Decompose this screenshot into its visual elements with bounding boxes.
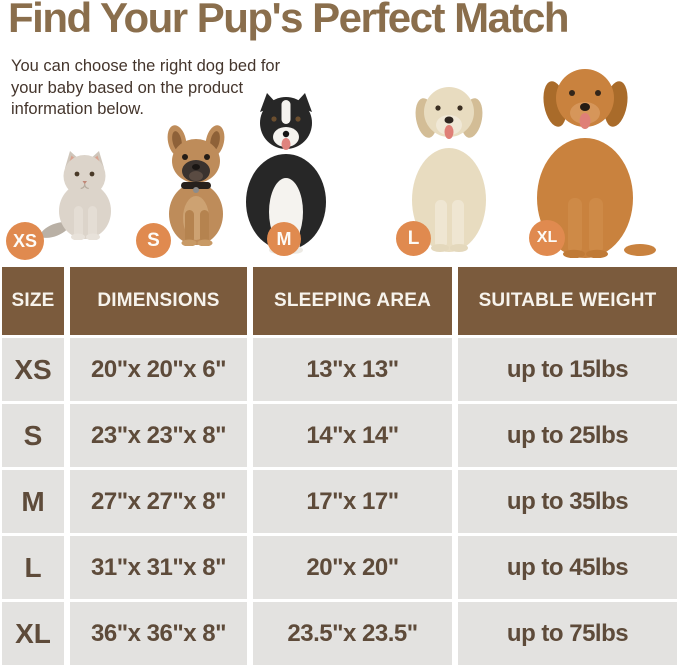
cell-dimensions: 31"x 31"x 8" <box>70 536 247 599</box>
column-header-size: SIZE <box>2 267 64 335</box>
cell-suitable-weight: up to 35lbs <box>458 470 677 533</box>
subtitle-line: information below. <box>11 100 144 118</box>
size-badge-m: M <box>267 222 301 256</box>
cell-sleeping-area: 23.5"x 23.5" <box>253 602 452 665</box>
cell-suitable-weight: up to 25lbs <box>458 404 677 467</box>
cell-sleeping-area: 20"x 20" <box>253 536 452 599</box>
column-header-sleeping-area: SLEEPING AREA <box>253 267 452 335</box>
cat-image <box>40 151 111 240</box>
cell-sleeping-area: 13"x 13" <box>253 338 452 401</box>
golden-retriever-image <box>537 69 656 258</box>
page-subtitle: You can choose the right dog bed for you… <box>11 56 311 121</box>
subtitle-line: your baby based on the product <box>11 78 244 97</box>
size-badge-l: L <box>396 221 431 256</box>
page-title: Find Your Pup's Perfect Match <box>8 0 570 41</box>
size-badge-s: S <box>136 223 171 258</box>
cell-size: XL <box>2 602 64 665</box>
column-header-suitable-weight: SUITABLE WEIGHT <box>458 267 677 335</box>
cell-size: M <box>2 470 64 533</box>
light-golden-retriever-image <box>412 87 486 252</box>
cell-sleeping-area: 17"x 17" <box>253 470 452 533</box>
cell-dimensions: 27"x 27"x 8" <box>70 470 247 533</box>
cell-suitable-weight: up to 15lbs <box>458 338 677 401</box>
cell-dimensions: 20"x 20"x 6" <box>70 338 247 401</box>
size-table: SIZE DIMENSIONS SLEEPING AREA SUITABLE W… <box>2 267 677 665</box>
cell-dimensions: 36"x 36"x 8" <box>70 602 247 665</box>
column-header-dimensions: DIMENSIONS <box>70 267 247 335</box>
subtitle-line: You can choose the right dog bed for <box>11 57 281 75</box>
cell-suitable-weight: up to 75lbs <box>458 602 677 665</box>
animal-lineup: XS S M L XL <box>0 0 679 265</box>
cell-size: XS <box>2 338 64 401</box>
cell-suitable-weight: up to 45lbs <box>458 536 677 599</box>
size-badge-xl: XL <box>529 220 565 256</box>
french-bulldog-image <box>167 125 225 246</box>
cell-size: L <box>2 536 64 599</box>
cell-dimensions: 23"x 23"x 8" <box>70 404 247 467</box>
cell-sleeping-area: 14"x 14" <box>253 404 452 467</box>
size-badge-xs: XS <box>6 222 44 260</box>
cell-size: S <box>2 404 64 467</box>
